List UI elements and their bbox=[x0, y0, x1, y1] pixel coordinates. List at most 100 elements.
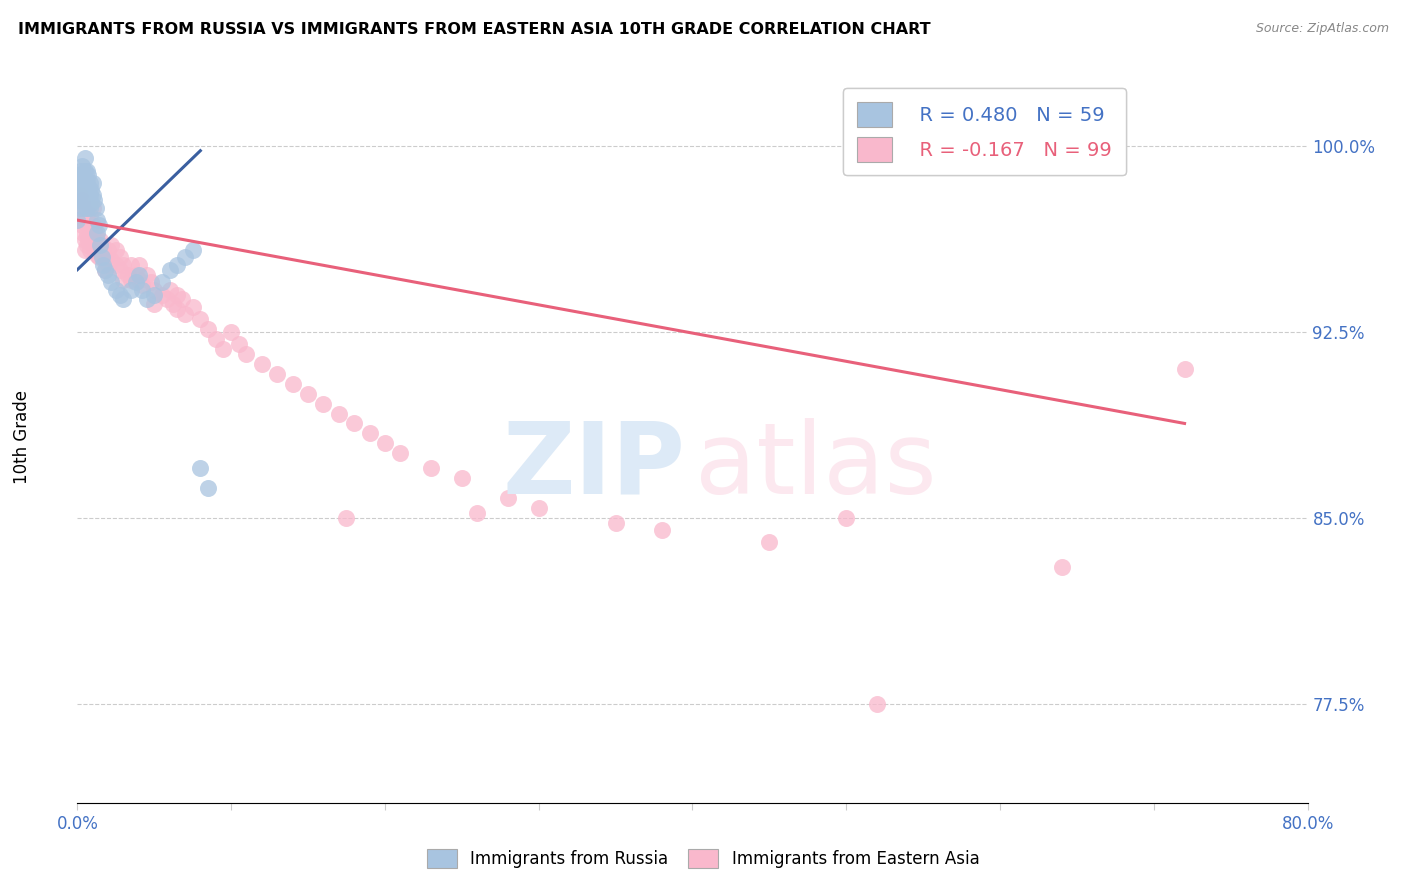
Point bbox=[70, 194, 93, 208]
Point bbox=[527, 500, 550, 515]
Point bbox=[76, 238, 98, 252]
Point bbox=[87, 218, 110, 232]
Point bbox=[104, 258, 127, 272]
Point bbox=[135, 268, 157, 282]
Point bbox=[181, 300, 204, 314]
Point bbox=[957, 138, 980, 153]
Point bbox=[104, 243, 127, 257]
Point bbox=[100, 275, 122, 289]
Point bbox=[70, 176, 93, 190]
Point bbox=[155, 293, 177, 307]
Point bbox=[328, 407, 350, 421]
Point bbox=[77, 194, 100, 208]
Point bbox=[80, 218, 103, 232]
Point bbox=[82, 188, 104, 202]
Point bbox=[77, 169, 100, 183]
Point bbox=[297, 386, 319, 401]
Legend: Immigrants from Russia, Immigrants from Eastern Asia: Immigrants from Russia, Immigrants from … bbox=[420, 842, 986, 875]
Point bbox=[228, 337, 250, 351]
Point bbox=[73, 176, 96, 190]
Point bbox=[89, 245, 111, 260]
Point bbox=[79, 201, 101, 215]
Point bbox=[79, 226, 101, 240]
Point bbox=[79, 208, 101, 222]
Point bbox=[87, 238, 110, 252]
Point bbox=[758, 535, 780, 549]
Point bbox=[86, 226, 108, 240]
Point bbox=[70, 218, 93, 232]
Point bbox=[112, 258, 135, 272]
Point bbox=[76, 163, 98, 178]
Point bbox=[83, 194, 105, 208]
Point bbox=[128, 272, 150, 286]
Point bbox=[80, 195, 103, 210]
Point bbox=[79, 176, 101, 190]
Point bbox=[86, 213, 108, 227]
Point bbox=[100, 252, 122, 267]
Point bbox=[77, 181, 100, 195]
Point bbox=[143, 287, 166, 301]
Point bbox=[465, 506, 488, 520]
Point bbox=[420, 461, 443, 475]
Point bbox=[120, 283, 142, 297]
Point bbox=[84, 227, 107, 242]
Point bbox=[72, 194, 94, 208]
Point bbox=[83, 223, 105, 237]
Point bbox=[104, 283, 127, 297]
Point bbox=[70, 159, 93, 173]
Point bbox=[170, 293, 193, 307]
Point bbox=[67, 194, 90, 208]
Text: IMMIGRANTS FROM RUSSIA VS IMMIGRANTS FROM EASTERN ASIA 10TH GRADE CORRELATION CH: IMMIGRANTS FROM RUSSIA VS IMMIGRANTS FRO… bbox=[18, 22, 931, 37]
Point bbox=[166, 258, 188, 272]
Point bbox=[77, 233, 100, 247]
Point bbox=[343, 417, 366, 431]
Point bbox=[110, 262, 132, 277]
Point bbox=[79, 188, 101, 202]
Point bbox=[66, 201, 89, 215]
Point bbox=[90, 250, 114, 264]
Point bbox=[159, 262, 181, 277]
Point bbox=[76, 201, 98, 215]
Point bbox=[131, 277, 153, 292]
Point bbox=[97, 258, 120, 272]
Point bbox=[93, 258, 115, 272]
Text: ZIP: ZIP bbox=[502, 417, 686, 515]
Point bbox=[281, 376, 304, 391]
Point bbox=[73, 243, 96, 257]
Point bbox=[128, 268, 150, 282]
Point bbox=[76, 213, 98, 227]
Point bbox=[72, 183, 94, 197]
Point bbox=[174, 307, 197, 321]
Point bbox=[1174, 362, 1197, 376]
Point bbox=[97, 243, 120, 257]
Point bbox=[89, 233, 111, 247]
Point bbox=[90, 250, 114, 264]
Point bbox=[86, 233, 108, 247]
Point bbox=[72, 201, 94, 215]
Point bbox=[125, 268, 148, 282]
Point bbox=[496, 491, 519, 505]
Point bbox=[84, 201, 107, 215]
Point bbox=[143, 297, 166, 311]
Point bbox=[188, 312, 212, 326]
Point bbox=[131, 283, 153, 297]
Point bbox=[79, 243, 101, 257]
Point bbox=[69, 188, 91, 202]
Point bbox=[204, 332, 226, 346]
Point bbox=[150, 275, 173, 289]
Point bbox=[69, 176, 91, 190]
Point bbox=[82, 201, 104, 215]
Point bbox=[605, 516, 627, 530]
Point bbox=[84, 243, 107, 257]
Point bbox=[73, 208, 96, 222]
Point bbox=[651, 523, 673, 537]
Point bbox=[83, 243, 105, 257]
Point bbox=[143, 283, 166, 297]
Text: Source: ZipAtlas.com: Source: ZipAtlas.com bbox=[1256, 22, 1389, 36]
Legend:   R = 0.480   N = 59,   R = -0.167   N = 99: R = 0.480 N = 59, R = -0.167 N = 99 bbox=[844, 88, 1126, 176]
Point bbox=[82, 218, 104, 232]
Point bbox=[389, 446, 412, 460]
Point bbox=[93, 243, 115, 257]
Point bbox=[159, 283, 181, 297]
Point bbox=[835, 510, 858, 524]
